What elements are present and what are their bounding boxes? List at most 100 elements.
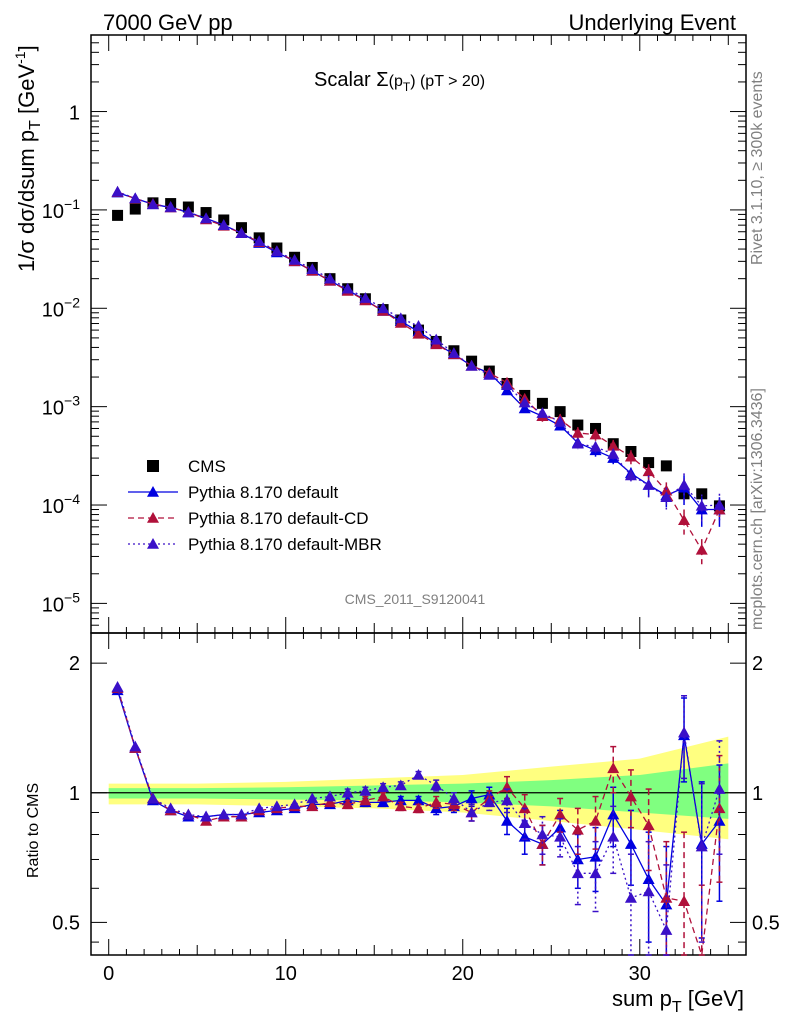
mbr-ratio-marker xyxy=(306,792,319,804)
mbr-ratio-marker xyxy=(447,792,460,804)
legend-cms-marker xyxy=(147,460,159,472)
cms-marker xyxy=(590,422,602,434)
mbr-marker xyxy=(412,320,425,331)
mbr-ratio-marker xyxy=(270,800,283,812)
mbr-marker xyxy=(341,282,354,294)
mbr-ratio-marker xyxy=(465,806,478,818)
main-ytick-label: 10−2 xyxy=(42,294,80,321)
cms-marker xyxy=(112,209,124,221)
x-axis-label: sum pT [GeV] xyxy=(612,986,744,1016)
mbr-ratio-marker xyxy=(536,828,549,840)
mbr-ratio-marker xyxy=(235,808,248,820)
mbr-marker xyxy=(430,333,443,345)
default-ratio-marker xyxy=(554,821,567,833)
mbr-ratio-marker xyxy=(111,681,124,692)
x-tick-label: 20 xyxy=(452,963,474,985)
mbr-ratio-marker xyxy=(695,840,708,852)
default-ratio-marker xyxy=(607,808,620,820)
mbr-ratio-marker xyxy=(624,891,637,903)
mbr-ratio-marker xyxy=(341,786,354,798)
cd-ratio-marker xyxy=(642,819,655,831)
cd-ratio-marker xyxy=(306,800,319,812)
mbr-ratio-marker xyxy=(288,798,301,810)
main-title: Scalar Σ(pT) (pT > 20) xyxy=(314,69,485,94)
mbr-marker xyxy=(607,448,620,459)
mbr-ratio-marker xyxy=(323,790,336,802)
cd-ratio-marker xyxy=(341,798,354,810)
mbr-marker xyxy=(589,440,602,452)
cd-ratio-marker xyxy=(624,790,637,802)
cd-ratio-marker xyxy=(412,802,425,814)
default-ratio-marker xyxy=(501,814,514,826)
mbr-marker xyxy=(554,415,567,427)
legend-cd-marker xyxy=(147,512,159,523)
cms-marker xyxy=(554,406,566,418)
legend-label: Pythia 8.170 default-CD xyxy=(188,509,369,528)
mbr-ratio-marker xyxy=(678,726,691,738)
legend-mbr-marker xyxy=(147,538,159,549)
legend: CMS Pythia 8.170 default Pythia 8.170 defa… xyxy=(128,457,382,554)
mbr-marker xyxy=(377,302,390,314)
mbr-marker xyxy=(359,292,372,303)
default-marker xyxy=(518,402,531,414)
mbr-marker xyxy=(394,312,407,324)
mbr-marker xyxy=(713,499,726,510)
mbr-marker xyxy=(465,359,478,371)
mbr-marker xyxy=(270,245,283,257)
mbr-ratio-marker xyxy=(359,784,372,796)
cd-marker xyxy=(660,484,673,496)
cd-marker xyxy=(607,439,620,451)
mbr-marker xyxy=(323,272,336,284)
ratio-frame xyxy=(90,632,747,956)
cd-ratio-marker xyxy=(554,808,567,820)
mbr-ratio-marker xyxy=(430,779,443,791)
default-ratio-marker xyxy=(589,850,602,862)
ratio-ytick-label: 1 xyxy=(69,783,80,805)
cd-ratio-marker xyxy=(607,762,620,774)
mbr-marker xyxy=(164,201,177,212)
mbr-marker xyxy=(447,347,460,358)
mbr-ratio-marker xyxy=(571,867,584,879)
mbr-ratio-marker xyxy=(217,808,230,820)
mbr-marker xyxy=(306,263,319,274)
cms-marker xyxy=(643,457,655,469)
cd-ratio-marker xyxy=(323,796,336,808)
cd-marker xyxy=(695,543,708,555)
mbr-ratio-line xyxy=(116,686,721,933)
cms-marker xyxy=(129,203,141,215)
mbr-marker xyxy=(695,499,708,511)
main-ylabel: 1/σ dσ/dsum pT [GeV-1] xyxy=(12,45,44,272)
default-ratio-marker xyxy=(465,792,478,804)
mbr-ratio-marker xyxy=(501,794,514,806)
legend-label: CMS xyxy=(188,457,226,476)
mbr-ratio-marker xyxy=(129,740,142,752)
mbr-marker xyxy=(146,198,159,210)
ratio-ytick-label: 0.5 xyxy=(52,912,80,934)
cd-ratio-marker xyxy=(359,794,372,806)
mbr-marker xyxy=(642,478,655,490)
mbr-marker xyxy=(678,478,691,490)
mbr-ratio-marker xyxy=(713,783,726,794)
ratio-plot: 0.5 0.51 12 20 10 20 30 xyxy=(52,632,780,985)
mbr-ratio-marker xyxy=(589,867,602,879)
mbr-marker xyxy=(624,469,637,481)
default-ratio-marker xyxy=(624,838,637,849)
mbr-marker xyxy=(536,407,549,418)
default-ratio-marker xyxy=(412,794,425,806)
cd-ratio-marker xyxy=(394,800,407,812)
x-tick-label: 30 xyxy=(629,963,651,985)
main-ytick-label: 10−3 xyxy=(42,393,80,420)
cd-marker xyxy=(642,465,655,477)
ratio-ytick-label-right: 2 xyxy=(752,653,763,675)
legend-default-marker xyxy=(147,486,159,497)
mbr-marker xyxy=(129,192,142,204)
main-ytick-label: 1 xyxy=(69,103,80,125)
cd-ratio-marker xyxy=(571,823,584,835)
main-ytick-label: 10−1 xyxy=(42,196,80,223)
mcplots-label: mcplots.cern.ch [arXiv:1306.3436] xyxy=(749,388,766,630)
mbr-ratio-marker xyxy=(554,830,567,842)
mbr-marker xyxy=(483,368,496,380)
cms-marker xyxy=(572,419,584,431)
cd-ratio-marker xyxy=(377,790,390,802)
